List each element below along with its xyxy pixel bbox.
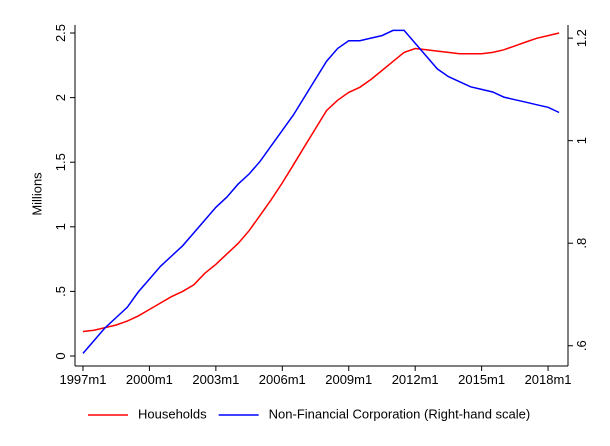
- y2-tick-label: 1: [574, 137, 589, 144]
- legend-label: Non-Financial Corporation (Right-hand sc…: [269, 406, 531, 421]
- x-tick-label: 2003m1: [192, 372, 239, 387]
- x-tick-label: 2006m1: [259, 372, 306, 387]
- x-tick-label: 2009m1: [325, 372, 372, 387]
- series-line: [82, 32, 560, 333]
- x-tick-label: 2012m1: [392, 372, 439, 387]
- x-tick-label: 1997m1: [59, 372, 106, 387]
- y2-tick-label: .6: [574, 340, 589, 351]
- y-tick-label: 1.5: [53, 153, 68, 171]
- y-tick-label: 1: [53, 223, 68, 230]
- x-tick-label: 2015m1: [458, 372, 505, 387]
- x-tick-label: 2000m1: [126, 372, 173, 387]
- y-tick-label: .5: [53, 286, 68, 297]
- y-tick-label: 2.5: [53, 24, 68, 42]
- legend-label: Households: [138, 406, 207, 421]
- y-tick-label: 2: [53, 94, 68, 101]
- y2-tick-label: .8: [574, 238, 589, 249]
- y-axis-label: Millions: [29, 172, 44, 216]
- x-tick-label: 2018m1: [525, 372, 572, 387]
- y2-tick-label: 1.2: [574, 29, 589, 47]
- y-tick-label: 0: [53, 352, 68, 359]
- series-line: [82, 29, 560, 354]
